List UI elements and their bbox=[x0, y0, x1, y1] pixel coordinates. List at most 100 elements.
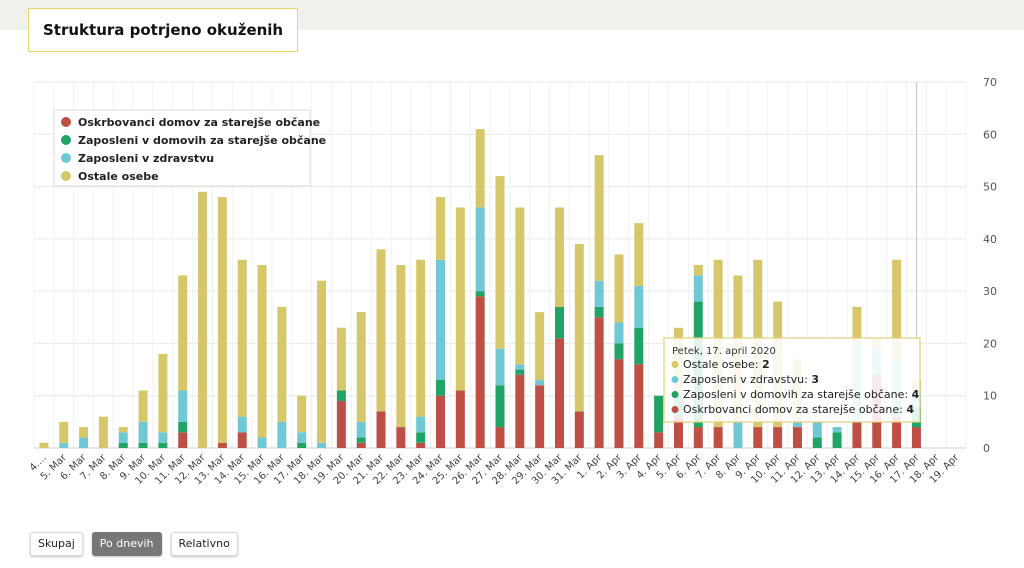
bar-ostale bbox=[535, 312, 545, 381]
bar-zaposleni_zdravstvo bbox=[178, 390, 188, 422]
view-button-total[interactable]: Skupaj bbox=[30, 532, 83, 556]
bar-oskrbovanci bbox=[475, 296, 485, 448]
bar-oskrbovanci bbox=[455, 390, 465, 448]
bar-zaposleni_zdravstvo bbox=[634, 285, 644, 328]
bar-zaposleni_zdravstvo bbox=[475, 207, 485, 292]
bar-zaposleni_domovi bbox=[554, 306, 564, 339]
bar-ostale bbox=[317, 280, 327, 443]
bar-oskrbovanci bbox=[217, 442, 227, 448]
bar-oskrbovanci bbox=[792, 427, 802, 448]
bar-zaposleni_zdravstvo bbox=[614, 322, 624, 344]
bar-oskrbovanci bbox=[336, 400, 346, 448]
bar-ostale bbox=[475, 129, 485, 208]
tooltip-row-zaposleni_domovi: Zaposleni v domovih za starejše občane: … bbox=[683, 388, 920, 401]
bar-ostale bbox=[376, 249, 386, 412]
tooltip-marker-zaposleni_domovi bbox=[671, 391, 679, 398]
chart-title: Struktura potrjeno okuženih bbox=[28, 8, 299, 52]
bar-oskrbovanci bbox=[535, 385, 545, 448]
bar-zaposleni_domovi bbox=[475, 291, 485, 297]
y-tick-label: 70 bbox=[983, 76, 997, 89]
bar-oskrbovanci bbox=[852, 421, 862, 448]
y-tick-label: 20 bbox=[983, 337, 997, 350]
bar-ostale bbox=[436, 197, 446, 260]
bar-ostale bbox=[574, 244, 584, 412]
view-button-daily[interactable]: Po dnevih bbox=[91, 532, 162, 556]
bar-ostale bbox=[59, 421, 69, 443]
bar-ostale bbox=[396, 265, 406, 428]
bar-zaposleni_zdravstvo bbox=[317, 442, 327, 448]
bar-zaposleni_zdravstvo bbox=[515, 364, 525, 370]
bar-zaposleni_domovi bbox=[812, 437, 822, 448]
bar-oskrbovanci bbox=[178, 432, 188, 448]
tooltip-row-oskrbovanci: Oskrbovanci domov za starejše občane: 4 bbox=[683, 403, 914, 416]
bar-oskrbovanci bbox=[892, 416, 902, 448]
y-tick-label: 10 bbox=[983, 390, 997, 403]
y-tick-label: 50 bbox=[983, 181, 997, 194]
bar-oskrbovanci bbox=[376, 411, 386, 448]
bar-ostale bbox=[138, 390, 148, 422]
y-tick-label: 30 bbox=[983, 285, 997, 298]
bar-oskrbovanci bbox=[713, 427, 723, 448]
bar-ostale bbox=[515, 207, 525, 365]
tooltip-marker-oskrbovanci bbox=[671, 406, 679, 413]
bar-ostale bbox=[495, 176, 505, 349]
bar-oskrbovanci bbox=[594, 317, 604, 448]
bar-zaposleni_zdravstvo bbox=[436, 259, 446, 381]
view-toggle-group: Skupaj Po dnevih Relativno bbox=[30, 532, 238, 556]
y-tick-label: 0 bbox=[983, 442, 990, 455]
legend-label-oskrbovanci: Oskrbovanci domov za starejše občane bbox=[78, 116, 320, 129]
bar-oskrbovanci bbox=[436, 395, 446, 448]
bar-zaposleni_domovi bbox=[495, 385, 505, 428]
bar-ostale bbox=[158, 353, 168, 433]
bar-ostale bbox=[297, 395, 307, 433]
tooltip-marker-ostale bbox=[671, 361, 679, 368]
bar-zaposleni_domovi bbox=[634, 327, 644, 365]
bar-zaposleni_domovi bbox=[614, 343, 624, 360]
tooltip-marker-zaposleni_zdravstvo bbox=[671, 376, 679, 383]
bar-zaposleni_domovi bbox=[118, 442, 128, 448]
hover-line bbox=[915, 82, 918, 448]
bar-zaposleni_domovi bbox=[436, 380, 446, 396]
bar-zaposleni_domovi bbox=[158, 442, 168, 448]
bar-zaposleni_zdravstvo bbox=[138, 421, 148, 443]
bar-zaposleni_domovi bbox=[178, 421, 188, 433]
y-tick-label: 60 bbox=[983, 128, 997, 141]
legend-marker-oskrbovanci bbox=[61, 117, 71, 127]
bar-ostale bbox=[892, 259, 902, 360]
bar-zaposleni_zdravstvo bbox=[792, 421, 802, 428]
legend: Oskrbovanci domov za starejše občane Zapo… bbox=[53, 109, 326, 187]
bar-zaposleni_zdravstvo bbox=[495, 348, 505, 386]
legend-marker-ostale bbox=[61, 171, 71, 181]
tooltip-row-zaposleni_zdravstvo: Zaposleni v zdravstvu: 3 bbox=[683, 373, 819, 386]
bar-zaposleni_domovi bbox=[654, 395, 664, 433]
bar-zaposleni_zdravstvo bbox=[832, 427, 842, 433]
legend-label-zaposleni_domovi: Zaposleni v domovih za starejše občane bbox=[78, 134, 326, 147]
bar-ostale bbox=[178, 275, 188, 391]
tooltip-date: Petek, 17. april 2020 bbox=[672, 346, 776, 357]
bar-zaposleni_zdravstvo bbox=[594, 280, 604, 307]
bar-ostale bbox=[693, 265, 703, 276]
bar-oskrbovanci bbox=[554, 338, 564, 448]
bar-zaposleni_domovi bbox=[832, 432, 842, 448]
bar-zaposleni_zdravstvo bbox=[277, 421, 287, 448]
bar-ostale bbox=[554, 207, 564, 307]
bar-zaposleni_zdravstvo bbox=[257, 437, 267, 448]
bar-ostale bbox=[336, 327, 346, 391]
bar-ostale bbox=[237, 259, 247, 417]
bar-oskrbovanci bbox=[515, 374, 525, 448]
bar-ostale bbox=[634, 223, 644, 286]
bar-ostale bbox=[39, 442, 49, 448]
view-button-relative[interactable]: Relativno bbox=[170, 532, 238, 556]
bar-ostale bbox=[852, 306, 862, 344]
bar-oskrbovanci bbox=[416, 442, 426, 448]
bar-ostale bbox=[217, 197, 227, 443]
tooltip-box bbox=[663, 337, 921, 423]
bar-zaposleni_zdravstvo bbox=[812, 421, 822, 438]
y-tick-label: 40 bbox=[983, 233, 997, 246]
bar-oskrbovanci bbox=[654, 432, 664, 448]
bar-zaposleni_zdravstvo bbox=[59, 442, 69, 448]
bar-oskrbovanci bbox=[495, 427, 505, 448]
tooltip-row-ostale: Ostale osebe: 2 bbox=[683, 358, 770, 371]
